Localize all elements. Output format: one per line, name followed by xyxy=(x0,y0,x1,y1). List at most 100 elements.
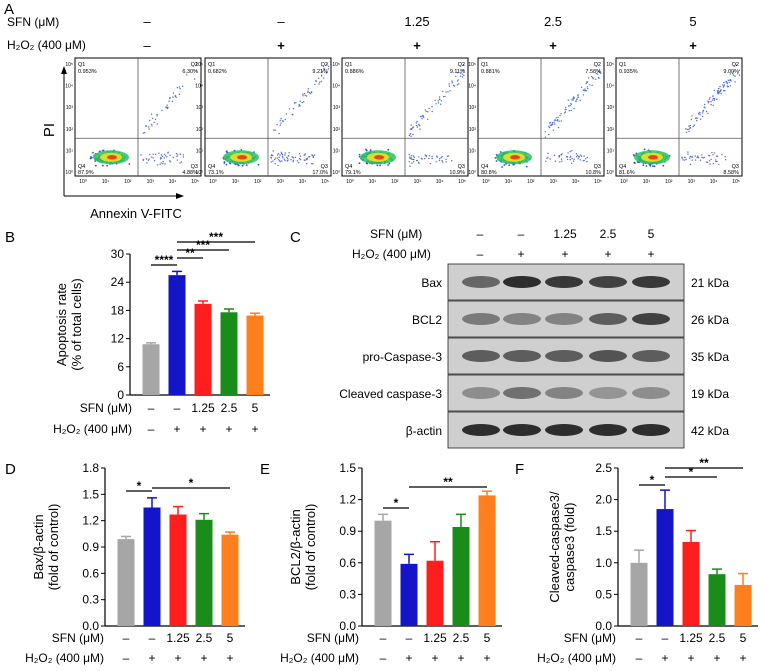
bar-h2o2 xyxy=(656,509,674,626)
x-tick: 10⁰ xyxy=(482,179,490,185)
x-tick: 10⁴ xyxy=(299,179,307,185)
y-tick-label: 1.0 xyxy=(595,556,612,570)
a-sfn-label: SFN (μM) xyxy=(7,15,59,29)
q1-label: Q1 xyxy=(345,62,352,68)
q3-value: 17.0% xyxy=(312,170,328,176)
q4-label: Q4 xyxy=(345,164,352,170)
x-tick: 10³ xyxy=(147,179,155,185)
blot-band xyxy=(462,313,500,325)
x-tick: 10⁴ xyxy=(436,179,444,185)
sfn-label: SFN (μM) xyxy=(80,401,132,415)
blot-band xyxy=(589,350,627,362)
y-axis-label: BCL2/β-actin xyxy=(288,509,303,584)
h2o2-value: + xyxy=(225,422,232,436)
flow-plot-1: Q10.953%Q26.30%Q487.9%Q34.88%10⁰10⁰10¹10… xyxy=(65,57,202,185)
c-h2o2-value-4: + xyxy=(604,247,611,261)
y-tick: 10¹ xyxy=(333,148,341,154)
panel-label-c: C xyxy=(290,229,301,246)
flow-dots xyxy=(494,69,602,168)
y-tick: 10¹ xyxy=(469,148,477,154)
q4-value: 80.8% xyxy=(481,170,497,176)
y-tick-label: 1.5 xyxy=(595,524,612,538)
sfn-value: – xyxy=(174,401,181,415)
significance-label: * xyxy=(137,479,142,493)
blot-band xyxy=(545,276,583,288)
q2-value: 9.11% xyxy=(450,69,465,75)
y-tick-label: 0.0 xyxy=(82,619,99,633)
y-tick: 10² xyxy=(469,127,477,133)
x-tick: 10¹ xyxy=(505,179,513,185)
y-tick-label: 1.2 xyxy=(82,514,99,528)
panel-label-b: B xyxy=(5,229,15,246)
panel-label-a: A xyxy=(4,1,14,18)
bar-sfn-5 xyxy=(478,495,496,626)
y-tick: 10³ xyxy=(66,105,74,111)
blot-band xyxy=(545,313,583,325)
a-sfn-value-3: 1.25 xyxy=(404,14,429,29)
significance-label: ** xyxy=(185,246,195,260)
significance-label: ** xyxy=(699,456,709,470)
q3-value: 4.88% xyxy=(182,170,198,176)
q2-value: 6.30% xyxy=(182,69,198,75)
sfn-value: – xyxy=(149,631,156,645)
q2-label: Q2 xyxy=(458,62,465,68)
blot-band xyxy=(503,424,541,436)
bar-sfn-5 xyxy=(246,315,264,395)
sfn-value: 5 xyxy=(252,401,259,415)
western-blots: Bax 21 kDa BCL2 26 kDa pro-Caspase-3 35 kDa Cl… xyxy=(339,263,729,449)
y-tick: 10¹ xyxy=(196,148,204,154)
x-tick: 10² xyxy=(391,179,399,185)
sfn-value: 1.25 xyxy=(166,631,190,645)
flow-dots xyxy=(89,69,197,167)
q3-value: 10.8% xyxy=(585,170,601,176)
q1-value: 0.935% xyxy=(619,69,638,75)
y-tick: 10² xyxy=(66,127,74,133)
x-tick: 10⁵ xyxy=(191,179,199,185)
blot-name: Bax xyxy=(421,276,442,290)
y-axis-label: (fold of control) xyxy=(303,504,318,591)
a-treatment-values: – – 1.25 2.5 5 – + + + + xyxy=(143,14,697,53)
sfn-value: – xyxy=(148,401,155,415)
q3-label: Q3 xyxy=(191,164,198,170)
q4-value: 73.1% xyxy=(208,170,224,176)
c-h2o2-value-3: + xyxy=(561,247,568,261)
flow-dots xyxy=(358,64,465,167)
a-h2o2-value-3: + xyxy=(413,38,421,53)
y-axis-label: Bax/β-actin xyxy=(31,514,46,579)
y-tick-label: 0.9 xyxy=(339,524,356,538)
y-tick: 10⁴ xyxy=(332,84,340,90)
h2o2-value: + xyxy=(713,651,720,665)
blot-name: BCL2 xyxy=(412,313,442,327)
q1-value: 0.886% xyxy=(345,69,364,75)
blot-band xyxy=(545,424,583,436)
q3-value: 10.9% xyxy=(449,170,465,176)
blot-band xyxy=(632,276,670,288)
significance-label: * xyxy=(394,496,399,510)
flow-axis-arrows xyxy=(61,66,184,199)
y-tick-label: 1.8 xyxy=(82,461,99,475)
y-tick: 10³ xyxy=(607,105,615,111)
sfn-label: SFN (μM) xyxy=(564,631,616,645)
bar-h2o2 xyxy=(143,507,161,626)
y-tick: 10⁴ xyxy=(195,84,203,90)
x-tick: 10³ xyxy=(688,179,696,185)
flow-dots xyxy=(222,63,330,167)
q4-value: 81.6% xyxy=(619,170,635,176)
y-tick: 10⁵ xyxy=(195,62,203,68)
blot-row-1: Bax 21 kDa xyxy=(421,263,729,301)
c-h2o2-value-1: – xyxy=(477,247,484,261)
bar-control xyxy=(142,344,160,395)
blot-band xyxy=(503,313,541,325)
y-tick-label: 1.5 xyxy=(82,487,99,501)
h2o2-value: + xyxy=(148,651,155,665)
a-h2o2-label: H₂O₂ (400 μM) xyxy=(7,38,86,52)
q2-value: 9.21% xyxy=(312,69,328,75)
x-tick: 10⁵ xyxy=(594,179,602,185)
y-tick: 10⁰ xyxy=(468,170,476,176)
blot-kda: 42 kDa xyxy=(691,424,729,438)
h2o2-value: + xyxy=(200,651,207,665)
q1-value: 0.682% xyxy=(208,69,227,75)
h2o2-value: + xyxy=(173,422,180,436)
